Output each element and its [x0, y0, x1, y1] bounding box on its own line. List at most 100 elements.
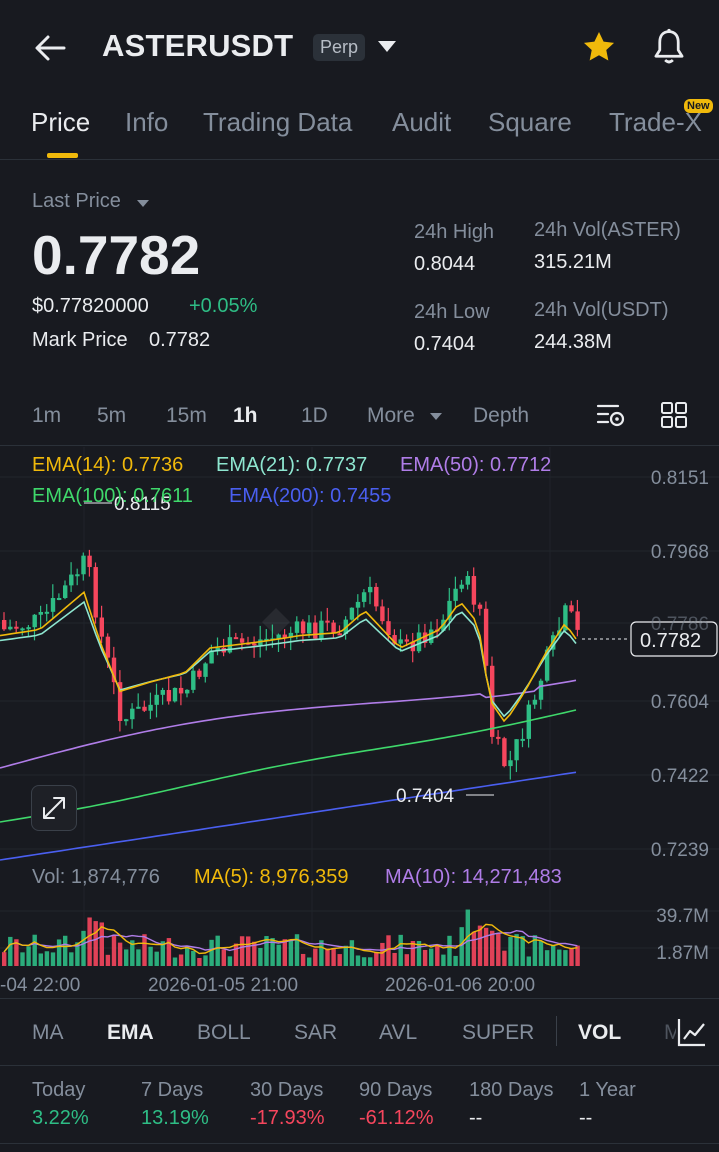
- candle-body: [520, 738, 525, 741]
- candle-body: [20, 628, 25, 631]
- tf-more-caret[interactable]: [429, 409, 443, 427]
- vol-base: 315.21M: [534, 251, 612, 273]
- candle-body: [130, 708, 135, 720]
- time-axis-1: 2026-01-05 21:00: [148, 975, 298, 996]
- tab-audit[interactable]: Audit: [392, 107, 452, 137]
- candle-body: [56, 597, 62, 600]
- volume-bar: [154, 951, 159, 966]
- tab-trading-data[interactable]: Trading Data: [203, 107, 353, 137]
- favorite-button[interactable]: [580, 28, 618, 71]
- perf-180d-value: --: [469, 1107, 483, 1129]
- time-axis-0: -04 22:00: [0, 975, 80, 996]
- candle-body: [252, 643, 257, 646]
- candle-body: [538, 680, 544, 700]
- candle-body: [398, 639, 403, 644]
- volume-ma-lines: [3, 923, 578, 955]
- perf-7d-label: 7 Days: [141, 1079, 204, 1101]
- candle-body: [93, 567, 98, 618]
- volume-bar: [276, 944, 281, 966]
- volume-bar: [502, 950, 507, 966]
- tf-15m[interactable]: 15m: [166, 404, 207, 427]
- tf-more[interactable]: More: [367, 404, 415, 427]
- volume-bar: [337, 954, 342, 966]
- volume-bar: [172, 957, 178, 966]
- volume-bar: [349, 940, 355, 966]
- volume-bar: [374, 952, 379, 966]
- last-price-label[interactable]: Last Price: [32, 190, 121, 212]
- tf-depth[interactable]: Depth: [473, 404, 530, 427]
- price-axis-5: 0.7239: [651, 840, 709, 861]
- current-price-tag-box: [630, 621, 718, 657]
- candle-body: [14, 626, 19, 629]
- volume-bar: [81, 930, 86, 966]
- indicator-settings-button[interactable]: [676, 1016, 719, 1050]
- watermark: [262, 608, 290, 636]
- volume-bar: [227, 956, 233, 966]
- ind-macd[interactable]: MACD: [664, 1021, 676, 1044]
- volume-bar: [307, 957, 312, 966]
- back-button[interactable]: [32, 30, 68, 66]
- high-24h: 0.8044: [414, 253, 476, 275]
- volume-bar: [453, 955, 458, 966]
- ind-vol[interactable]: VOL: [578, 1021, 622, 1044]
- chart-grid: [0, 447, 719, 967]
- tf-1m[interactable]: 1m: [32, 404, 62, 427]
- ind-boll[interactable]: BOLL: [197, 1021, 251, 1044]
- symbol-title[interactable]: ASTERUSDT: [102, 28, 294, 63]
- volume-bar: [447, 935, 452, 966]
- dropdown-caret-icon: [378, 41, 396, 52]
- candle-body: [526, 704, 531, 739]
- volume-bar: [38, 953, 43, 966]
- tf-1h[interactable]: 1h: [233, 404, 258, 427]
- back-arrow-icon: [35, 35, 66, 61]
- volume-bar: [239, 936, 245, 966]
- vol-quote: 244.38M: [534, 331, 612, 353]
- candle-body: [50, 598, 56, 612]
- ind-sar[interactable]: SAR: [294, 1021, 338, 1044]
- candle-body: [416, 632, 422, 652]
- volume-bar: [471, 931, 477, 966]
- candle-body: [453, 588, 458, 601]
- candle-body: [313, 622, 318, 639]
- candle-body: [514, 739, 519, 761]
- candle-body: [483, 608, 489, 666]
- high-marker: 0.8115: [114, 494, 171, 515]
- candle-body: [282, 634, 287, 638]
- time-axis-2: 2026-01-06 20:00: [385, 975, 535, 996]
- layout-grid-button[interactable]: [660, 401, 688, 434]
- usd-price: $0.77820000: [32, 295, 149, 317]
- ind-avl[interactable]: AVL: [379, 1021, 418, 1044]
- tab-square[interactable]: Square: [488, 107, 572, 137]
- chart-settings-icon: [596, 404, 625, 427]
- price-axis-2: 0.7786: [651, 614, 709, 635]
- volume-bar: [361, 957, 367, 966]
- perf-90d-value: -61.12%: [359, 1107, 434, 1129]
- price-chart[interactable]: 0.8115 0.7404 0.7782 0.8151 0.7968 0.778…: [0, 446, 719, 998]
- ind-ema[interactable]: EMA: [107, 1021, 154, 1044]
- ind-ma[interactable]: MA: [32, 1021, 64, 1044]
- candle-body: [209, 650, 214, 664]
- tab-info[interactable]: Info: [125, 107, 169, 137]
- volume-bar: [221, 949, 226, 966]
- volume-bar: [563, 950, 568, 966]
- vol-ma5-legend: MA(5): 8,976,359: [194, 866, 349, 888]
- symbol-dropdown[interactable]: [376, 38, 398, 59]
- candle-body: [361, 592, 367, 602]
- last-price: 0.7782: [32, 224, 201, 286]
- tf-5m[interactable]: 5m: [97, 404, 127, 427]
- alert-button[interactable]: [650, 27, 688, 72]
- candle-body: [471, 576, 477, 605]
- last-price-caret[interactable]: [136, 196, 150, 214]
- chart-settings-button[interactable]: [596, 401, 628, 436]
- volume-bar: [111, 934, 117, 966]
- expand-chart-button[interactable]: [31, 785, 77, 831]
- candle-body: [368, 586, 373, 593]
- ind-super[interactable]: SUPER: [462, 1021, 535, 1044]
- volume-bar: [26, 946, 31, 966]
- tab-price[interactable]: Price: [31, 107, 91, 137]
- ema100-line: [0, 709, 577, 823]
- tf-1d[interactable]: 1D: [301, 404, 328, 427]
- volume-bar: [105, 954, 111, 966]
- volume-bar: [429, 948, 434, 966]
- volume-bar: [294, 934, 300, 966]
